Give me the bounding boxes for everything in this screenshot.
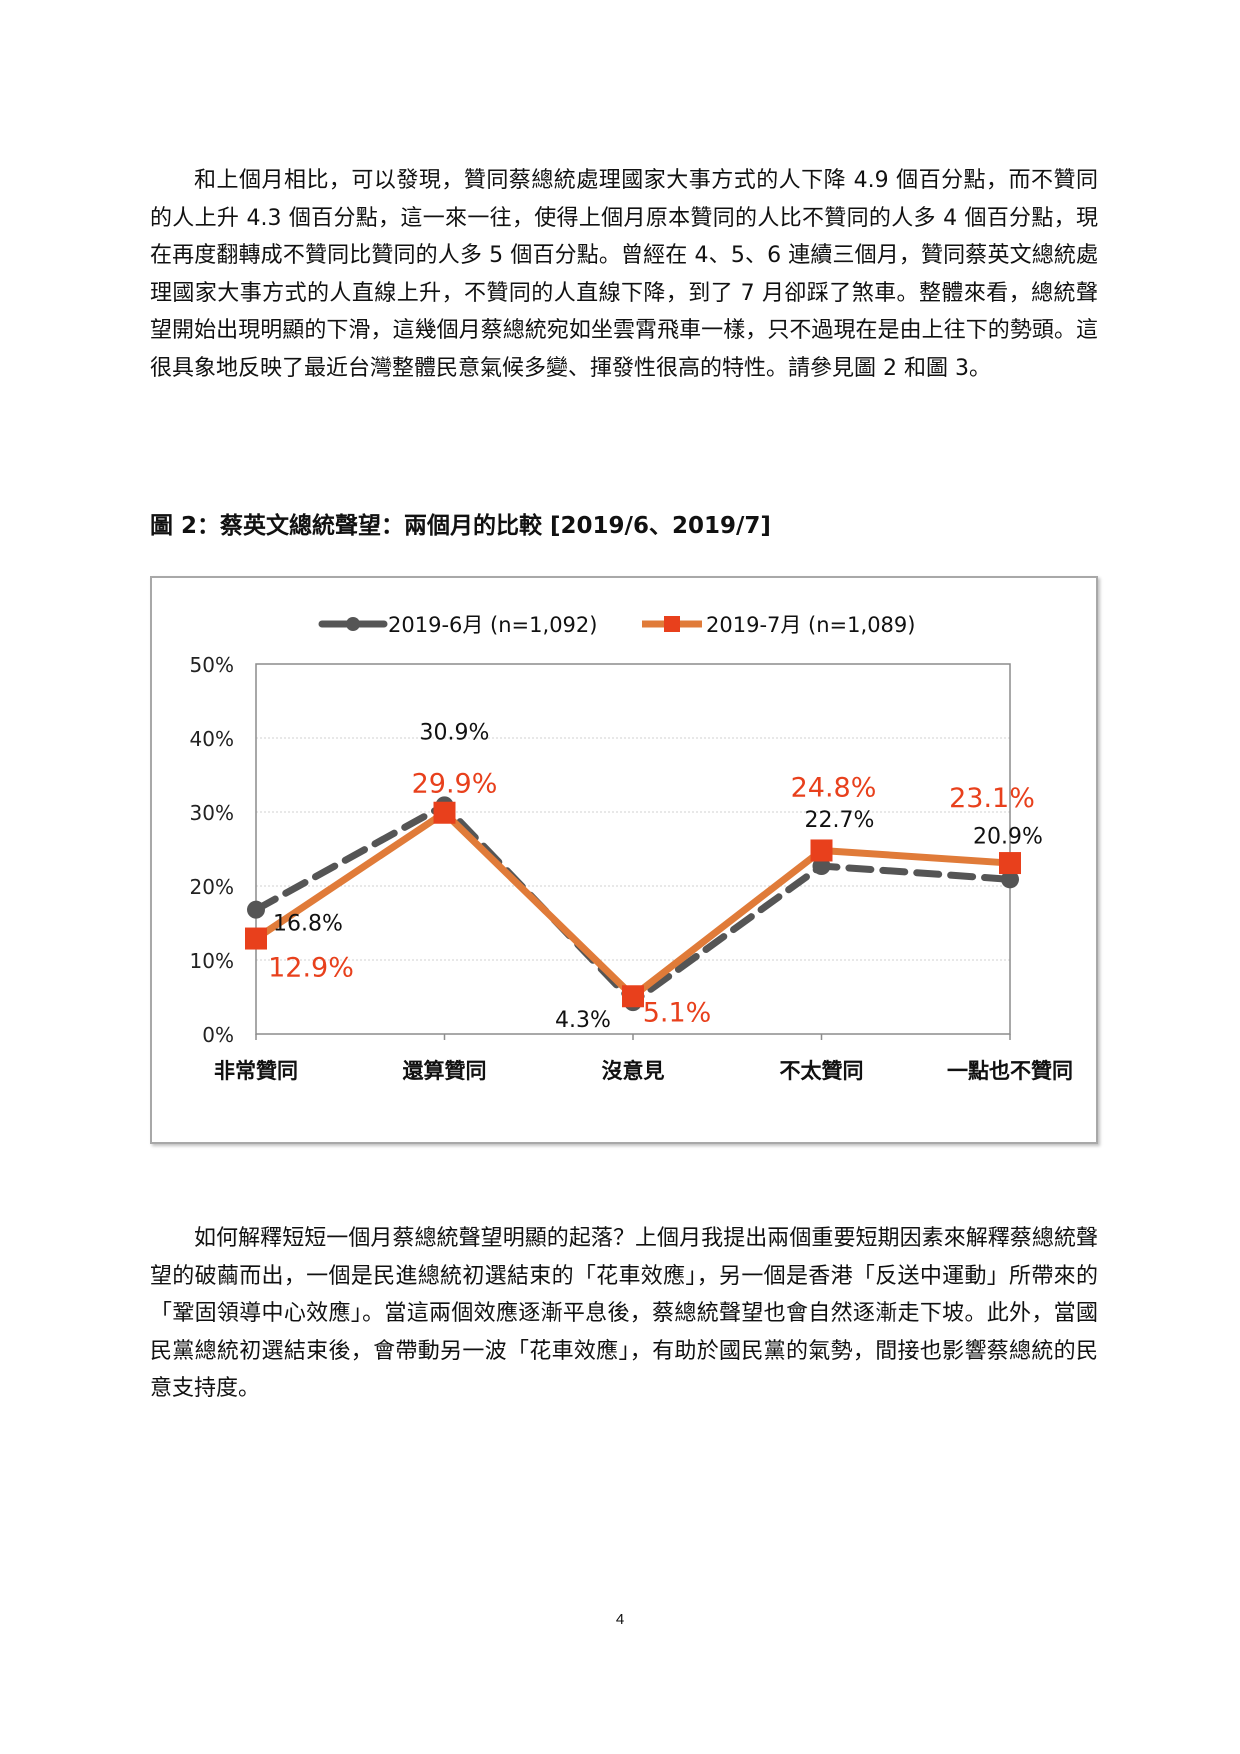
data-label-2019-07: 23.1% [949, 783, 1035, 814]
data-label-2019-06: 22.7% [805, 808, 875, 833]
figure-title: 圖 2：蔡英文總統聲望：兩個月的比較 [2019/6、2019/7] [150, 513, 771, 539]
y-tick-label: 10% [190, 949, 234, 973]
data-point-2019-07 [810, 839, 833, 862]
data-label-2019-07: 12.9% [268, 953, 354, 984]
y-tick-label: 0% [202, 1023, 234, 1047]
data-label-2019-07: 24.8% [791, 772, 877, 803]
body-paragraph-2: 如何解釋短短一個月蔡總統聲望明顯的起落？上個月我提出兩個重要短期因素來解釋蔡總統… [150, 1226, 1098, 1401]
series-line-2019-07 [254, 809, 1011, 1000]
page-number: 4 [615, 1611, 625, 1628]
body-paragraph-1: 和上個月相比，可以發現，贊同蔡總統處理國家大事方式的人下降 4.9 個百分點，而… [150, 168, 1098, 381]
y-tick-label: 20% [190, 875, 234, 899]
x-tick-label: 還算贊同 [403, 1059, 487, 1083]
y-tick-label: 50% [190, 653, 234, 677]
data-point-2019-07 [999, 852, 1021, 875]
series-line-2019-06 [252, 800, 1014, 1007]
x-tick-label: 不太贊同 [780, 1059, 864, 1083]
legend-label-2019-07: 2019-7月 (n=1,089) [706, 613, 915, 637]
data-point-2019-07 [433, 801, 456, 824]
data-label-2019-07: 5.1% [643, 997, 712, 1028]
data-label-2019-07: 29.9% [412, 769, 498, 800]
y-tick-label: 40% [190, 727, 234, 751]
legend-marker-2019-07 [664, 616, 680, 632]
x-tick-label: 一點也不贊同 [947, 1059, 1073, 1083]
data-point-2019-06 [1001, 870, 1019, 889]
data-point-2019-07 [622, 985, 644, 1008]
data-label-2019-06: 20.9% [973, 824, 1043, 849]
data-label-2019-06: 30.9% [420, 720, 490, 745]
chart-canvas: 0% 10% 20% 30% 40% 50% 非常贊同 還算贊同 沒意見 不太贊同 一點也不贊同 16… [190, 613, 1073, 1083]
x-tick-label: 沒意見 [602, 1059, 665, 1083]
data-point-2019-06 [247, 900, 265, 919]
data-point-2019-07 [245, 927, 267, 950]
legend-marker-2019-06 [346, 617, 360, 631]
data-label-2019-06: 16.8% [273, 912, 343, 937]
legend-label-2019-06: 2019-6月 (n=1,092) [388, 613, 597, 637]
plot-area-border [255, 663, 1011, 1035]
data-label-2019-06: 4.3% [555, 1008, 611, 1033]
data-point-2019-06 [812, 857, 831, 876]
y-tick-label: 30% [190, 801, 234, 825]
x-tick-label: 非常贊同 [214, 1059, 298, 1083]
line-chart: 0% 10% 20% 30% 40% 50% 非常贊同 還算贊同 沒意見 不太贊同 一點也不贊同 16… [150, 576, 1098, 1144]
